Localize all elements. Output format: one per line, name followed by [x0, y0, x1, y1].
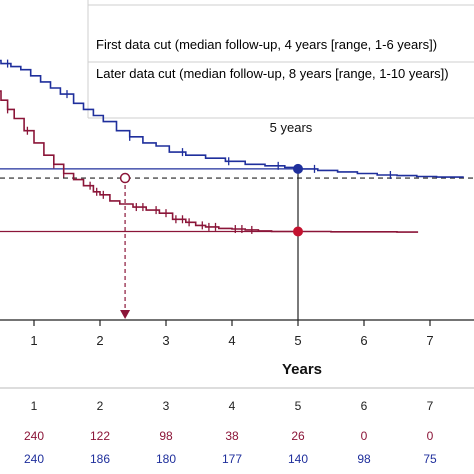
risk-table-cell: 0	[361, 429, 368, 443]
x-tick-label: 1	[30, 333, 37, 348]
risk-table-cell: 98	[357, 452, 371, 466]
risk-table-cell: 122	[90, 429, 110, 443]
x-tick-label: 7	[426, 333, 433, 348]
risk-table-header: 4	[229, 399, 236, 413]
x-axis-ticks: 1 2 3 4 5 6 7	[30, 320, 434, 348]
later-cut-5-year-point	[293, 163, 303, 174]
risk-table-cell: 240	[24, 452, 44, 466]
x-tick-label: 3	[162, 333, 169, 348]
risk-table-cell: 26	[291, 429, 305, 443]
annotation-5-years: 5 years	[270, 120, 313, 135]
x-tick-label: 5	[294, 333, 301, 348]
risk-table-cell: 140	[288, 452, 308, 466]
median-crossing-point	[119, 172, 131, 184]
risk-table-header: 1	[31, 399, 38, 413]
risk-table-header: 6	[361, 399, 368, 413]
risk-table-cell: 38	[225, 429, 239, 443]
risk-table-cell: 177	[222, 452, 242, 466]
x-tick-label: 4	[228, 333, 235, 348]
series-line-first-cut	[0, 90, 419, 233]
five-year-markers	[119, 163, 303, 237]
x-tick-label: 6	[360, 333, 367, 348]
risk-table-cell: 75	[423, 452, 437, 466]
risk-table-cell: 98	[159, 429, 173, 443]
x-tick-label: 2	[96, 333, 103, 348]
risk-table-cell: 0	[427, 429, 434, 443]
median-arrowhead	[120, 310, 131, 319]
legend-entry-first-cut: First data cut (median follow-up, 4 year…	[96, 37, 437, 52]
reference-lines	[0, 168, 474, 320]
x-axis-title: Years	[282, 361, 322, 378]
first-cut-5-year-point	[293, 226, 303, 237]
risk-table-cell: 186	[90, 452, 110, 466]
survival-curves	[0, 59, 464, 234]
risk-table-header: 5	[295, 399, 302, 413]
risk-table-header: 3	[163, 399, 170, 413]
risk-table-header: 2	[97, 399, 104, 413]
legend-entry-later-cut: Later data cut (median follow-up, 8 year…	[96, 66, 449, 81]
risk-table-cell: 240	[24, 429, 44, 443]
series-line-later-cut	[0, 59, 464, 178]
legend: First data cut (median follow-up, 4 year…	[87, 0, 474, 119]
risk-table: 1 2 3 4 5 6 7 240 122 98 38 26 0 0 240 186 180 177 140 98 75	[24, 399, 437, 466]
risk-table-header: 7	[427, 399, 434, 413]
risk-table-cell: 180	[156, 452, 176, 466]
